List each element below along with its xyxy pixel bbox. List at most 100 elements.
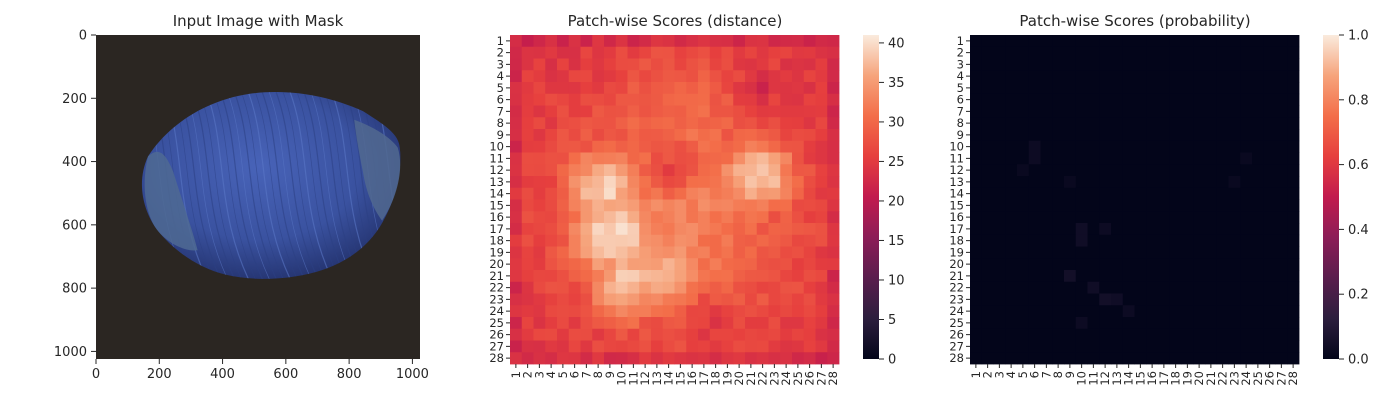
heatmap-cell [721, 176, 734, 189]
heatmap-cell [1252, 281, 1265, 294]
heatmap-cell [510, 234, 523, 247]
heatmap-cell [1263, 328, 1276, 341]
distance-colorbar [863, 35, 879, 359]
heatmap-cell [698, 35, 711, 48]
heatmap-cell [1099, 317, 1112, 330]
heatmap-cell [627, 293, 640, 306]
heatmap-cell [1134, 199, 1147, 212]
colorbar-tick-label: 0.8 [1348, 93, 1369, 108]
heatmap-cell [1052, 93, 1065, 106]
heatmap-cell [1287, 93, 1300, 106]
heatmap-cell [780, 258, 793, 271]
heatmap-cell [510, 293, 523, 306]
heatmap-cell [756, 258, 769, 271]
y-tick-label: 1000 [54, 345, 87, 360]
col-label: 18 [1169, 371, 1183, 386]
heatmap-cell [981, 199, 994, 212]
heatmap-cell [815, 305, 828, 318]
heatmap-cell [604, 223, 617, 236]
heatmap-cell [792, 129, 805, 142]
heatmap-cell [1146, 211, 1159, 224]
heatmap-cell [545, 199, 558, 212]
heatmap-cell [1275, 293, 1288, 306]
heatmap-cell [1193, 46, 1206, 59]
heatmap-cell [815, 35, 828, 48]
heatmap-cell [604, 317, 617, 330]
heatmap-cell [1087, 35, 1100, 48]
heatmap-cell [1287, 129, 1300, 142]
heatmap-cell [792, 246, 805, 259]
heatmap-cell [510, 258, 523, 271]
heatmap-cell [709, 317, 722, 330]
heatmap-cell [627, 70, 640, 83]
heatmap-cell [1028, 223, 1041, 236]
heatmap-cell [815, 105, 828, 118]
heatmap-cell [1111, 199, 1124, 212]
heatmap-cell [580, 164, 593, 177]
distance-col-labels: 1234567891011121314151617181920212223242… [509, 364, 840, 386]
heatmap-cell [756, 70, 769, 83]
heatmap-cell [639, 223, 652, 236]
heatmap-cell [1181, 305, 1194, 318]
heatmap-cell [780, 152, 793, 165]
heatmap-cell [1075, 317, 1088, 330]
heatmap-cell [721, 317, 734, 330]
heatmap-cell [1181, 328, 1194, 341]
heatmap-cell [604, 328, 617, 341]
heatmap-cell [1134, 270, 1147, 283]
heatmap-cell [662, 140, 675, 153]
heatmap-cell [674, 340, 687, 353]
heatmap-cell [993, 58, 1006, 71]
col-label: 17 [1157, 371, 1171, 386]
heatmap-cell [686, 58, 699, 71]
heatmap-cell [662, 46, 675, 59]
heatmap-cell [1193, 223, 1206, 236]
heatmap-cell [733, 152, 746, 165]
heatmap-cell [698, 46, 711, 59]
heatmap-cell [615, 117, 628, 130]
probability-row-labels: 1234567891011121314151617181920212223242… [949, 34, 970, 365]
heatmap-cell [662, 93, 675, 106]
heatmap-cell [1122, 129, 1135, 142]
heatmap-cell [803, 105, 816, 118]
heatmap-cell [1158, 317, 1171, 330]
heatmap-cell [1287, 340, 1300, 353]
heatmap-cell [1240, 152, 1253, 165]
heatmap-cell [1287, 58, 1300, 71]
heatmap-cell [1205, 187, 1218, 200]
row-label: 18 [489, 234, 504, 248]
heatmap-cell [1263, 340, 1276, 353]
heatmap-cell [1028, 340, 1041, 353]
heatmap-cell [639, 281, 652, 294]
heatmap-cell [533, 46, 546, 59]
heatmap-cell [815, 152, 828, 165]
heatmap-cell [651, 46, 664, 59]
heatmap-cell [721, 340, 734, 353]
heatmap-cell [662, 246, 675, 259]
heatmap-cell [1193, 281, 1206, 294]
heatmap-cell [1169, 82, 1182, 95]
heatmap-cell [721, 281, 734, 294]
heatmap-cell [1193, 234, 1206, 247]
heatmap-cell [756, 340, 769, 353]
heatmap-cell [1134, 340, 1147, 353]
heatmap-cell [803, 305, 816, 318]
heatmap-cell [733, 129, 746, 142]
row-label: 26 [489, 328, 504, 342]
heatmap-cell [1216, 152, 1229, 165]
heatmap-cell [1287, 187, 1300, 200]
heatmap-cell [1263, 305, 1276, 318]
heatmap-cell [1263, 152, 1276, 165]
heatmap-cell [756, 211, 769, 224]
heatmap-cell [615, 35, 628, 48]
x-tick-label: 200 [147, 367, 172, 382]
heatmap-cell [698, 246, 711, 259]
heatmap-cell [1087, 82, 1100, 95]
heatmap-cell [1193, 199, 1206, 212]
heatmap-cell [1040, 199, 1053, 212]
heatmap-cell [721, 35, 734, 48]
heatmap-cell [792, 270, 805, 283]
heatmap-cell [1122, 35, 1135, 48]
heatmap-cell [1111, 305, 1124, 318]
heatmap-cell [615, 105, 628, 118]
